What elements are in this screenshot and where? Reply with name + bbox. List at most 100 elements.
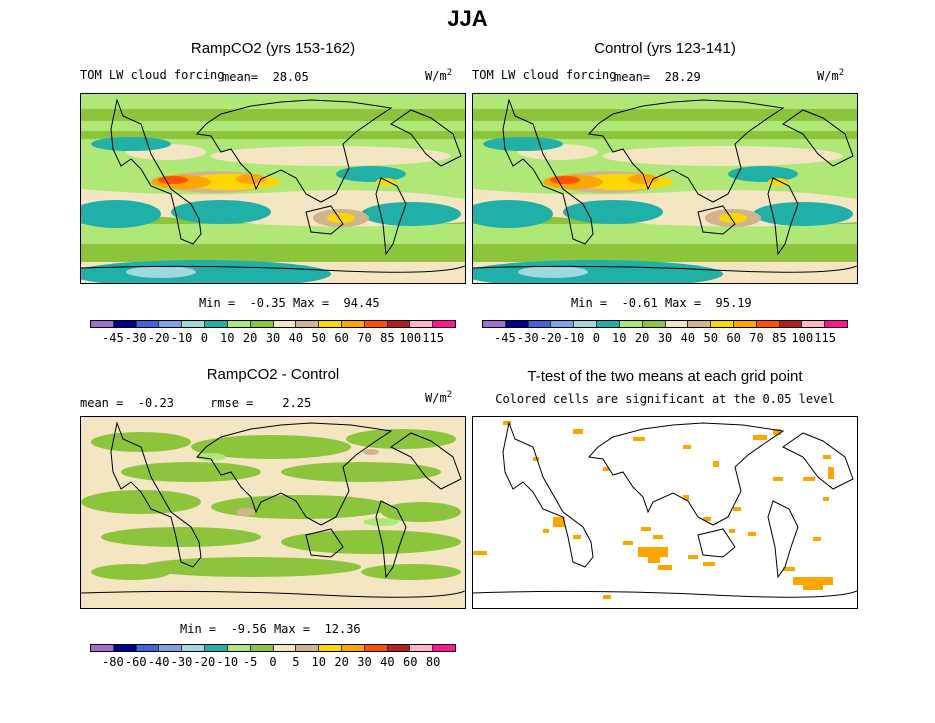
diff-colorbar-swatch bbox=[433, 645, 455, 651]
ramp-colorbar-tick-label: 40 bbox=[288, 331, 304, 345]
ramp-coastlines bbox=[81, 98, 465, 273]
significant-cells bbox=[473, 421, 834, 599]
diff-panel-title: RampCO2 - Control bbox=[206, 366, 340, 383]
control-colorbar-swatch bbox=[574, 321, 598, 327]
figure-title: JJA bbox=[447, 6, 488, 31]
control-colorbar-tick-label: 100 bbox=[791, 331, 814, 345]
ramp-colorbar-swatch bbox=[136, 321, 160, 327]
control-colorbar-tick-label: 50 bbox=[703, 331, 718, 345]
ramp-colorbar-tick-label: 50 bbox=[311, 331, 326, 345]
control-colorbar-swatch bbox=[733, 321, 757, 327]
ramp-colorbar-tick-label: 10 bbox=[220, 331, 235, 345]
ramp-panel-title: RampCO2 (yrs 153-162) bbox=[190, 40, 356, 57]
diff-colorbar-swatch bbox=[273, 645, 297, 651]
control-map-svg bbox=[473, 94, 857, 283]
diff-units: W/m2 bbox=[425, 390, 453, 405]
diff-colorbar-tick-label: -40 bbox=[147, 655, 170, 669]
diff-colorbar-swatch bbox=[410, 645, 434, 651]
ramp-variable-label: TOM LW cloud forcing bbox=[80, 68, 225, 82]
ramp-colorbar-swatch bbox=[91, 321, 114, 327]
diff-colorbar-tick-label: -60 bbox=[124, 655, 147, 669]
diff-colorbar-swatch bbox=[250, 645, 274, 651]
diff-colorbar-tick-label: 0 bbox=[269, 655, 277, 669]
ramp-colorbar-swatch bbox=[387, 321, 411, 327]
control-colorbar-swatch bbox=[756, 321, 780, 327]
diff-map-svg bbox=[81, 417, 465, 608]
diff-map bbox=[80, 416, 466, 609]
diff-colorbar-tick-label: -5 bbox=[242, 655, 258, 669]
control-colorbar-swatch bbox=[483, 321, 506, 327]
ramp-colorbar-tick-label: 30 bbox=[265, 331, 281, 345]
control-colorbar-swatch bbox=[619, 321, 643, 327]
ramp-units: W/m2 bbox=[425, 68, 453, 83]
control-colorbar-swatch bbox=[597, 321, 620, 327]
diff-colorbar-tick-label: 10 bbox=[311, 655, 326, 669]
control-colorbar-swatch bbox=[688, 321, 712, 327]
ttest-map-svg bbox=[473, 417, 857, 608]
diff-colorbar-swatch bbox=[341, 645, 365, 651]
ttest-subtitle: Colored cells are significant at the 0.0… bbox=[495, 392, 835, 406]
diff-coastlines bbox=[81, 421, 465, 598]
control-units: W/m2 bbox=[817, 68, 845, 83]
diff-colorbar-tick-label: -80 bbox=[102, 655, 124, 669]
control-colorbar-swatch bbox=[665, 321, 689, 327]
diff-colorbar-swatch bbox=[387, 645, 411, 651]
control-colorbar-tick-label: -30 bbox=[516, 331, 539, 345]
diff-colorbar-tick-label: -10 bbox=[216, 655, 239, 669]
diff-colorbar-swatch bbox=[136, 645, 160, 651]
control-colorbar-swatch bbox=[551, 321, 575, 327]
ramp-colorbar-swatch bbox=[319, 321, 342, 327]
diff-colorbar-tick-label: 20 bbox=[334, 655, 349, 669]
control-colorbar-swatch bbox=[505, 321, 529, 327]
ramp-colorbar-swatch bbox=[182, 321, 206, 327]
control-colorbar-tick-label: 70 bbox=[749, 331, 764, 345]
diff-colorbar-swatch bbox=[296, 645, 320, 651]
ramp-colorbar-ticks: -45 -30 -20 -10 0 10 20 30 40 50 60 70 85 100 115 bbox=[90, 331, 456, 346]
ramp-map bbox=[80, 93, 466, 284]
ramp-colorbar-tick-label: 70 bbox=[357, 331, 372, 345]
ramp-map-svg bbox=[81, 94, 465, 283]
ramp-colorbar-swatch bbox=[273, 321, 297, 327]
control-colorbar-swatch bbox=[642, 321, 666, 327]
diff-colorbar bbox=[90, 644, 456, 652]
ramp-colorbar-swatch bbox=[250, 321, 274, 327]
diff-colorbar-swatch bbox=[319, 645, 342, 651]
ramp-minmax: Min = -0.35 Max = 94.45 bbox=[199, 296, 380, 310]
ramp-colorbar-tick-label: -30 bbox=[124, 331, 147, 345]
diff-minmax: Min = -9.56 Max = 12.36 bbox=[180, 622, 361, 636]
control-coastlines bbox=[473, 98, 857, 273]
ttest-map bbox=[472, 416, 858, 609]
ramp-colorbar-swatch bbox=[410, 321, 434, 327]
ttest-panel-title: T-test of the two means at each grid poi… bbox=[527, 368, 803, 385]
control-colorbar-tick-label: 60 bbox=[726, 331, 741, 345]
diff-colorbar-swatch bbox=[182, 645, 206, 651]
diff-stats: mean = -0.23 rmse = 2.25 bbox=[80, 396, 312, 410]
ramp-colorbar-tick-label: -10 bbox=[170, 331, 193, 345]
diff-colorbar-swatch bbox=[159, 645, 183, 651]
ramp-colorbar-swatch bbox=[341, 321, 365, 327]
control-minmax: Min = -0.61 Max = 95.19 bbox=[571, 296, 752, 310]
control-colorbar bbox=[482, 320, 848, 328]
diff-colorbar-tick-label: 60 bbox=[403, 655, 418, 669]
ramp-colorbar-swatch bbox=[227, 321, 251, 327]
diff-colorbar-swatch bbox=[91, 645, 114, 651]
diff-colorbar-tick-label: -20 bbox=[193, 655, 216, 669]
diff-colorbar-tick-label: 80 bbox=[425, 655, 441, 669]
diff-colorbar-swatch bbox=[227, 645, 251, 651]
diff-colorbar-ticks: -80 -60 -40 -30 -20 -10 -5 0 5 10 20 30 40 60 80 bbox=[90, 655, 456, 670]
control-panel-title: Control (yrs 123-141) bbox=[594, 40, 736, 57]
diff-colorbar-tick-label: 30 bbox=[357, 655, 372, 669]
ramp-colorbar-swatch bbox=[205, 321, 228, 327]
ramp-colorbar-tick-label: -45 bbox=[102, 331, 124, 345]
ramp-colorbar-tick-label: 100 bbox=[399, 331, 422, 345]
diff-colorbar-tick-label: -30 bbox=[170, 655, 193, 669]
diff-colorbar-tick-label: 5 bbox=[292, 655, 300, 669]
control-colorbar-ticks: -45 -30 -20 -10 0 10 20 30 40 50 60 70 85 100 115 bbox=[482, 331, 848, 346]
ramp-colorbar-swatch bbox=[159, 321, 183, 327]
control-colorbar-tick-label: -45 bbox=[494, 331, 516, 345]
control-mean: mean= 28.29 bbox=[614, 70, 701, 84]
ramp-colorbar-tick-label: 0 bbox=[200, 331, 208, 345]
ramp-colorbar-tick-label: 85 bbox=[380, 331, 395, 345]
control-colorbar-tick-label: 0 bbox=[592, 331, 600, 345]
ramp-colorbar-tick-label: 60 bbox=[334, 331, 349, 345]
